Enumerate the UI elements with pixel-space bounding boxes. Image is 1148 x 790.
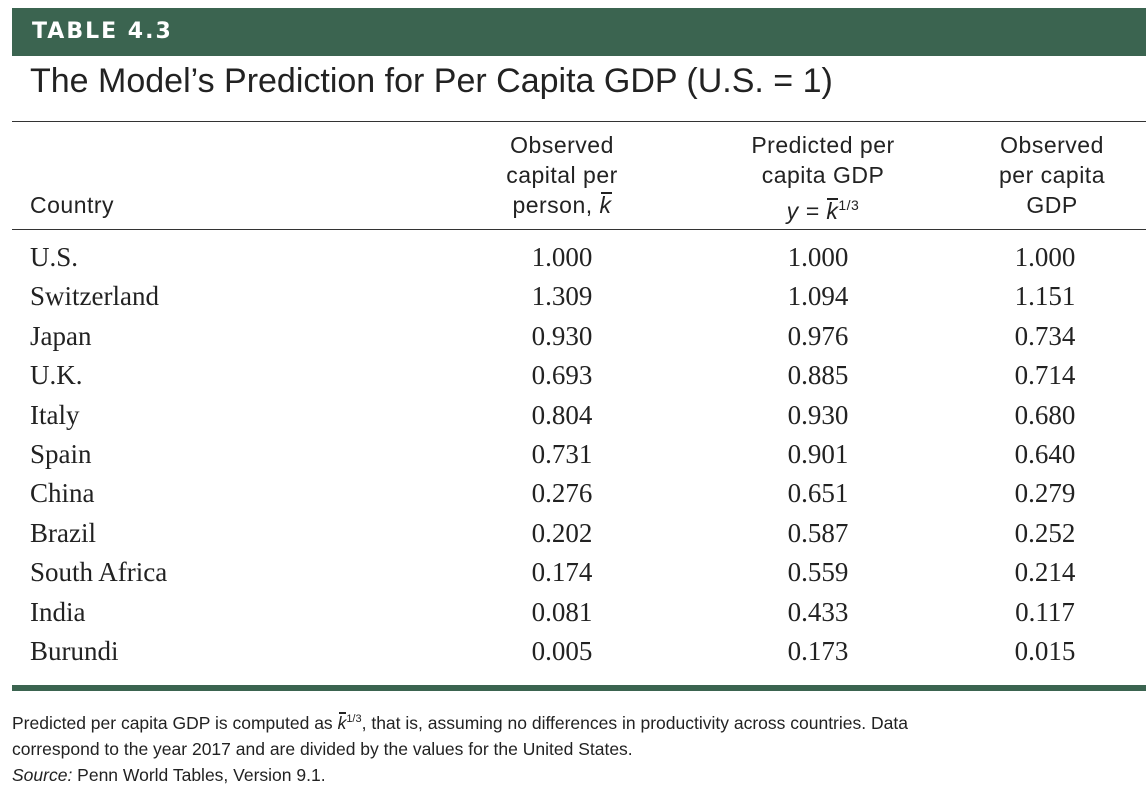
capital-cell: 1.309	[531, 281, 593, 312]
table-label: TABLE 4.3	[32, 19, 173, 44]
observed-gdp-cell: 0.734	[1014, 320, 1076, 351]
table-note: Predicted per capita GDP is computed as …	[12, 706, 1112, 788]
header-country: Country	[30, 190, 114, 220]
predicted-gdp-cell: 0.587	[787, 517, 849, 548]
country-cell: India	[30, 596, 86, 627]
observed-gdp-cell: 1.151	[1014, 281, 1076, 312]
predicted-gdp-cell: 1.094	[787, 281, 849, 312]
observed-gdp-cell: 0.640	[1014, 438, 1076, 469]
country-cell: U.K.	[30, 360, 83, 391]
capital-cell: 0.202	[531, 517, 593, 548]
country-cell: South Africa	[30, 557, 168, 588]
country-cell: Japan	[30, 320, 92, 351]
table-row: Switzerland 1.309 1.094 1.151	[0, 277, 1148, 316]
header-observed-capital-line2: capital per	[506, 162, 618, 188]
note-line1-suffix: , that is, assuming no differences in pr…	[361, 713, 908, 733]
predicted-gdp-cell: 1.000	[787, 242, 849, 272]
table-row: Spain 0.731 0.901 0.640	[0, 435, 1148, 474]
header-observed-gdp-line2: per capita	[998, 162, 1105, 188]
observed-gdp-cell: 0.117	[1015, 596, 1075, 627]
capital-cell: 0.930	[531, 320, 593, 351]
table-body: U.S. 1.000 1.000 1.000 Switzerland 1.309 1.094…	[0, 238, 1148, 671]
table-row: South Africa 0.174 0.559 0.214	[0, 553, 1148, 592]
note-line2: correspond to the year 2017 and are divi…	[12, 739, 633, 759]
note-source: Source: Penn World Tables, Version 9.1.	[12, 762, 1112, 788]
capital-cell: 0.804	[531, 399, 593, 430]
k-bar-symbol: k	[826, 198, 839, 224]
country-cell: Spain	[30, 438, 92, 469]
header-predicted: Predicted per capita GDP y = k1/3	[728, 130, 918, 226]
capital-cell: 0.005	[531, 635, 593, 666]
country-cell: Italy	[30, 399, 80, 430]
header-predicted-line2: capita GDP	[761, 162, 885, 188]
observed-gdp-cell: 0.015	[1014, 635, 1076, 666]
table-title: The Model’s Prediction for Per Capita GD…	[30, 62, 833, 100]
table-row: Burundi 0.005 0.173 0.015	[0, 632, 1148, 671]
predicted-gdp-cell: 0.651	[787, 478, 849, 509]
header-observed-gdp-line1: Observed	[1000, 132, 1104, 158]
header-observed-gdp-line3: GDP	[1026, 192, 1078, 218]
table-row: India 0.081 0.433 0.117	[0, 593, 1148, 632]
table-bottom-rule	[12, 685, 1146, 691]
predicted-gdp-cell: 0.173	[787, 635, 849, 666]
observed-gdp-cell: 0.252	[1014, 517, 1076, 548]
header-observed-capital-line1: Observed	[510, 132, 614, 158]
note-line1: Predicted per capita GDP is computed as …	[12, 706, 1112, 736]
k-bar-symbol: k	[338, 710, 346, 736]
header-country-label: Country	[30, 192, 115, 218]
table-row: Japan 0.930 0.976 0.734	[0, 317, 1148, 356]
header-predicted-formula-prefix: y =	[786, 198, 820, 224]
note-exponent: 1/3	[346, 713, 362, 725]
header-predicted-line3: y = k1/3	[728, 190, 918, 226]
predicted-gdp-cell: 0.885	[787, 360, 849, 391]
capital-cell: 0.276	[531, 478, 593, 509]
table-row: Brazil 0.202 0.587 0.252	[0, 514, 1148, 553]
k-bar-symbol: k	[599, 192, 612, 218]
country-cell: Switzerland	[30, 281, 159, 312]
capital-cell: 1.000	[531, 242, 593, 272]
table-row: Italy 0.804 0.930 0.680	[0, 396, 1148, 435]
header-predicted-line1: Predicted per	[751, 132, 895, 158]
capital-cell: 0.081	[531, 596, 593, 627]
capital-cell: 0.693	[531, 360, 593, 391]
predicted-gdp-cell: 0.930	[787, 399, 849, 430]
predicted-gdp-cell: 0.976	[787, 320, 849, 351]
header-observed-capital-line3-text: person,	[512, 192, 593, 218]
capital-cell: 0.731	[531, 438, 593, 469]
observed-gdp-cell: 0.680	[1014, 399, 1076, 430]
header-observed-capital: Observed capital per person, k	[472, 130, 652, 220]
predicted-gdp-cell: 0.433	[787, 596, 849, 627]
country-cell: China	[30, 478, 95, 509]
table-row: China 0.276 0.651 0.279	[0, 474, 1148, 513]
note-source-label: Source:	[12, 765, 73, 785]
observed-gdp-cell: 0.279	[1014, 478, 1076, 509]
header-observed-capital-line3: person, k	[472, 190, 652, 220]
header-bottom-rule	[12, 229, 1146, 230]
observed-gdp-cell: 0.214	[1014, 557, 1076, 588]
country-cell: U.S.	[30, 242, 79, 272]
observed-gdp-cell: 1.000	[1014, 242, 1076, 272]
country-cell: Burundi	[30, 635, 119, 666]
table-label-banner: TABLE 4.3	[12, 8, 1146, 56]
observed-gdp-cell: 0.714	[1014, 360, 1076, 391]
predicted-gdp-cell: 0.559	[787, 557, 849, 588]
header-observed-gdp: Observed per capita GDP	[962, 130, 1142, 220]
table-row: U.K. 0.693 0.885 0.714	[0, 356, 1148, 395]
note-line1-prefix: Predicted per capita GDP is computed as	[12, 713, 333, 733]
table-row: U.S. 1.000 1.000 1.000	[0, 238, 1148, 277]
header-top-rule	[12, 121, 1146, 122]
country-cell: Brazil	[30, 517, 96, 548]
predicted-gdp-cell: 0.901	[787, 438, 849, 469]
capital-cell: 0.174	[531, 557, 593, 588]
note-source-text: Penn World Tables, Version 9.1.	[72, 765, 326, 785]
header-predicted-exponent: 1/3	[838, 197, 860, 213]
